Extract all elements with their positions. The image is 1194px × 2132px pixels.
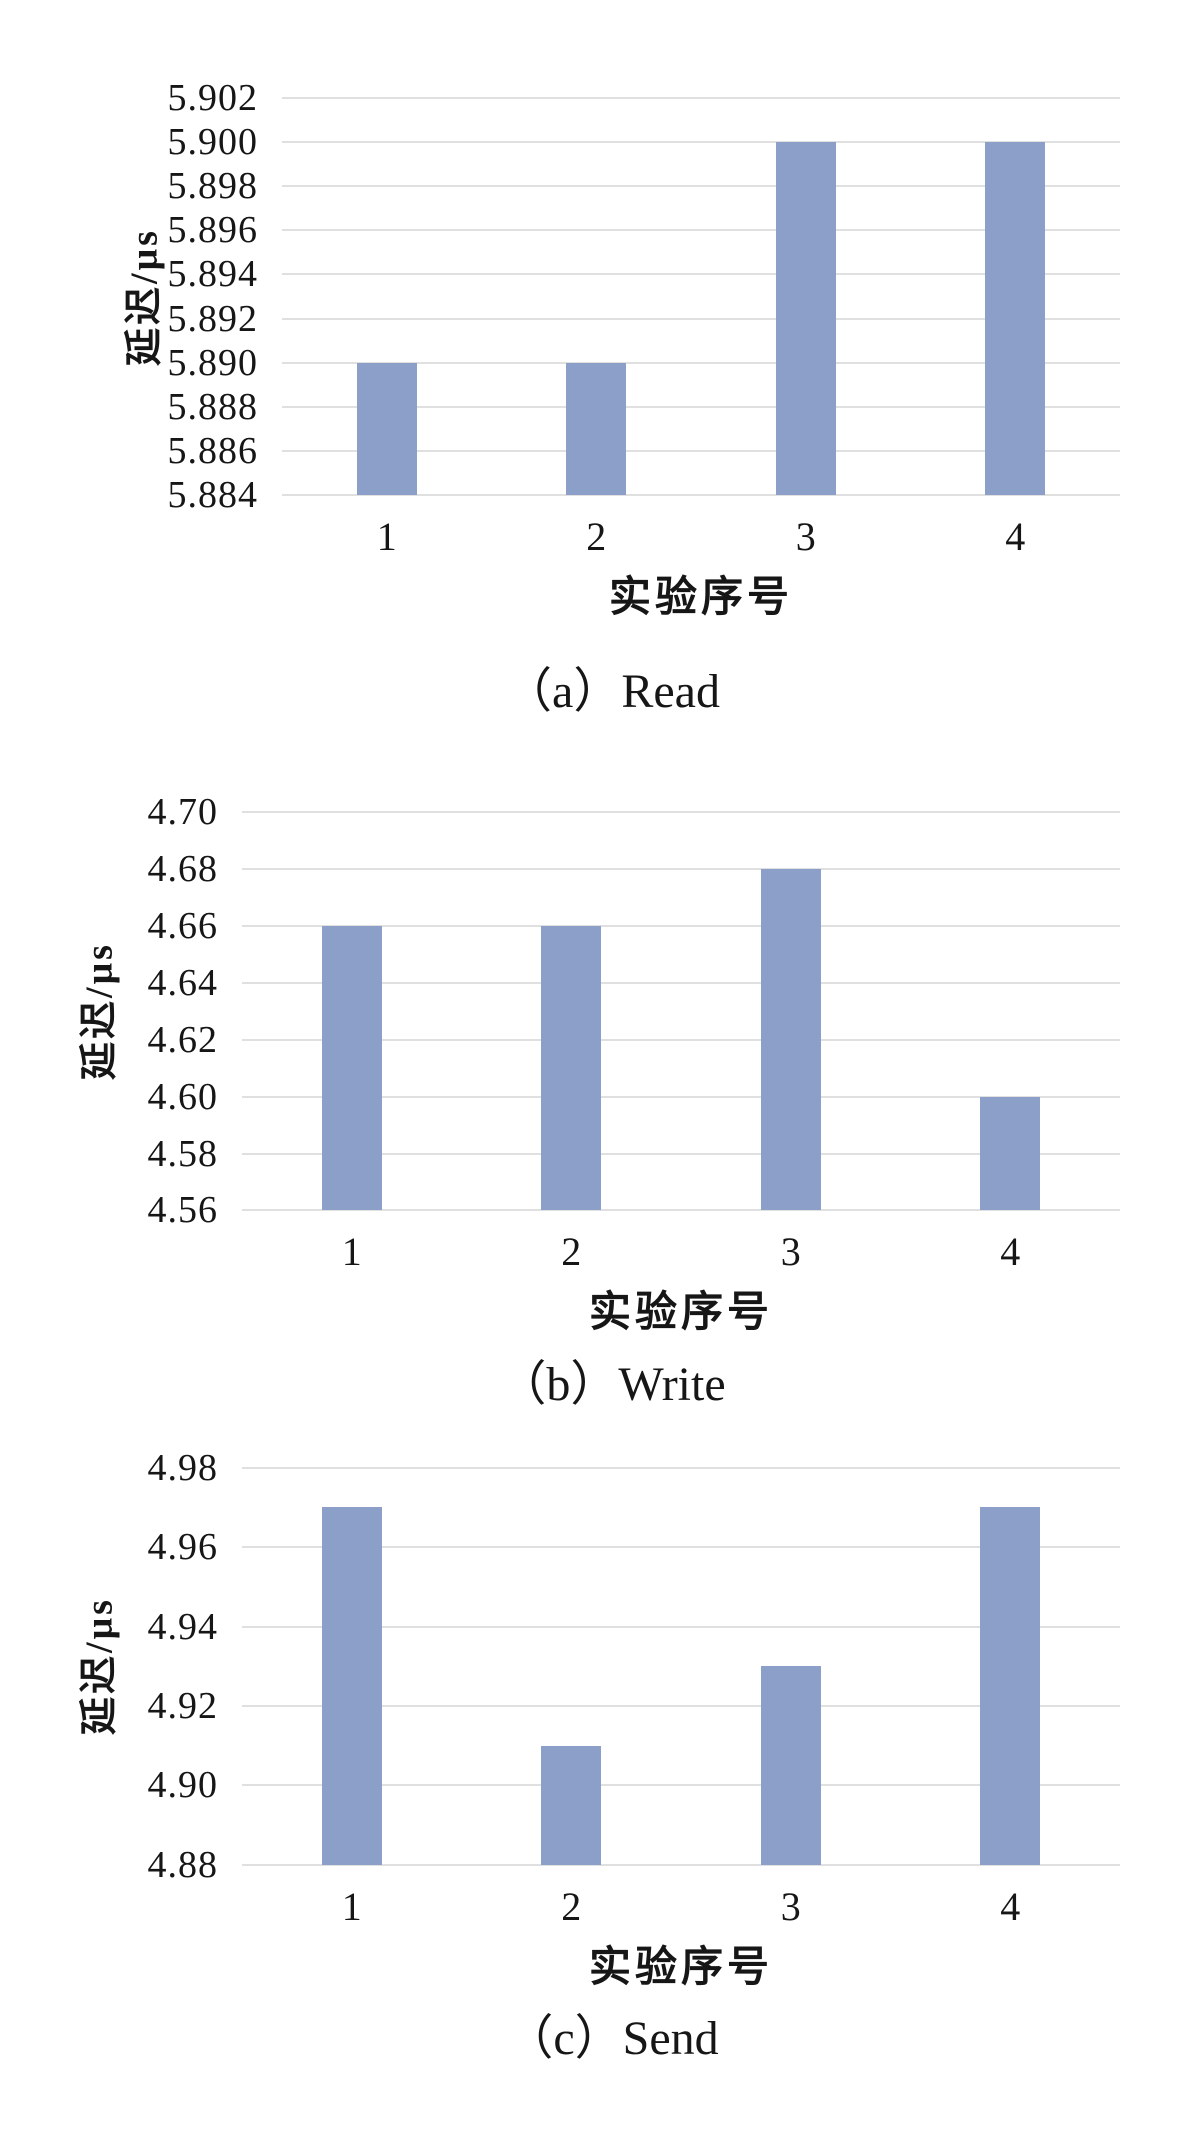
y-tick-label: 4.66	[147, 905, 218, 948]
y-tick-label: 4.96	[147, 1526, 218, 1569]
y-axis-title-column: 延迟/μs	[0, 1468, 121, 1865]
gridline	[282, 185, 1120, 188]
x-axis-tick-labels: 1 2 3 4	[242, 1210, 1120, 1276]
gridline	[242, 981, 1120, 984]
gridline	[242, 1152, 1120, 1155]
y-tick-label: 5.892	[167, 297, 258, 340]
x-tick-label: 2	[586, 514, 607, 559]
x-tick-label: 1	[376, 514, 397, 559]
chart-area-send: 延迟/μs 4.98 4.96 4.94 4.92 4.90 4.88	[0, 1449, 1194, 1884]
y-tick-label: 5.896	[167, 209, 258, 252]
bar-4	[985, 142, 1046, 495]
x-tick-label: 1	[341, 1229, 362, 1275]
x-tick-label: 4	[1000, 1883, 1021, 1929]
gridline	[242, 925, 1120, 928]
gridline	[242, 1095, 1120, 1098]
y-tick-label: 5.898	[167, 165, 258, 208]
y-tick-label: 5.890	[167, 341, 258, 384]
bar-4	[980, 1507, 1041, 1865]
x-tick-label: 3	[780, 1883, 801, 1929]
y-tick-label: 4.98	[147, 1446, 218, 1489]
gridline	[242, 1466, 1120, 1469]
y-axis-tick-labels: 4.98 4.96 4.94 4.92 4.90 4.88	[110, 1449, 218, 1884]
x-axis-title: 实验序号	[588, 1944, 773, 1991]
gridline	[242, 868, 1120, 871]
x-tick-label: 3	[780, 1229, 801, 1275]
x-tick-label: 4	[1005, 514, 1026, 559]
gridline	[242, 1038, 1120, 1041]
x-axis-title: 实验序号	[588, 1290, 773, 1337]
x-tick-label: 1	[341, 1883, 362, 1929]
y-tick-label: 4.94	[147, 1605, 218, 1648]
y-axis-title-column: 延迟/μs	[0, 98, 166, 495]
gridline	[242, 1625, 1120, 1628]
y-tick-label: 5.884	[167, 474, 258, 516]
gridline	[282, 273, 1120, 276]
y-tick-label: 4.62	[147, 1018, 218, 1061]
panel-send: 延迟/μs 4.98 4.96 4.94 4.92 4.90 4.88 1 2 3 4 实验序号…	[0, 1449, 1194, 2072]
bar-1	[321, 1507, 382, 1865]
y-tick-label: 4.88	[147, 1843, 218, 1886]
gridline	[242, 1784, 1120, 1787]
x-axis-title: 实验序号	[608, 575, 793, 621]
y-tick-label: 4.58	[147, 1132, 218, 1175]
plot-area	[242, 811, 1120, 1212]
bar-3	[760, 869, 821, 1211]
gridline	[282, 141, 1120, 144]
bar-3	[760, 1666, 821, 1865]
gridline	[282, 405, 1120, 408]
y-axis-tick-labels: 5.902 5.900 5.898 5.896 5.894 5.892 5.890 5.888…	[110, 79, 258, 514]
bar-2	[566, 362, 627, 495]
chart-area-write: 延迟/μs 4.70 4.68 4.66 4.64 4.62 4.60 4.58 4.56	[0, 793, 1194, 1229]
panel-caption-send: （c）Send	[505, 2012, 719, 2066]
y-tick-label: 5.886	[167, 429, 258, 472]
gridline	[282, 494, 1120, 496]
gridline	[242, 1863, 1120, 1866]
bar-2	[541, 926, 602, 1211]
gridline	[282, 449, 1120, 452]
x-tick-label: 4	[1000, 1229, 1021, 1275]
x-tick-label: 3	[795, 514, 816, 559]
y-tick-label: 4.60	[147, 1075, 218, 1118]
plot-area	[242, 1466, 1120, 1866]
gridline	[282, 229, 1120, 232]
bar-2	[541, 1745, 602, 1865]
gridline	[242, 1209, 1120, 1212]
gridline	[242, 811, 1120, 814]
y-tick-label: 4.68	[147, 848, 218, 891]
panel-read: 延迟/μs 5.902 5.900 5.898 5.896 5.894 5.892 5.89…	[0, 79, 1194, 724]
x-axis-tick-labels: 1 2 3 4	[282, 495, 1120, 561]
y-tick-label: 4.92	[147, 1684, 218, 1727]
bar-1	[356, 362, 417, 495]
bar-1	[321, 926, 382, 1211]
gridline	[242, 1546, 1120, 1549]
y-tick-label: 5.888	[167, 385, 258, 428]
plot-area	[282, 97, 1120, 496]
gridline	[282, 97, 1120, 99]
panel-caption-write: （b）Write	[498, 1357, 726, 1411]
y-tick-label: 4.56	[147, 1189, 218, 1232]
gridline	[282, 317, 1120, 320]
y-tick-label: 4.70	[147, 791, 218, 834]
y-tick-label: 5.894	[167, 253, 258, 296]
x-tick-label: 2	[561, 1229, 582, 1275]
y-tick-label: 5.900	[167, 121, 258, 164]
y-tick-label: 4.64	[147, 961, 218, 1004]
x-axis-tick-labels: 1 2 3 4	[242, 1865, 1120, 1931]
y-axis-title-column: 延迟/μs	[0, 812, 121, 1210]
panel-caption-read: （a）Read	[504, 664, 720, 718]
bar-4	[980, 1096, 1041, 1211]
y-tick-label: 5.902	[167, 77, 258, 119]
chart-area-read: 延迟/μs 5.902 5.900 5.898 5.896 5.894 5.892 5.89…	[0, 79, 1194, 514]
gridline	[282, 361, 1120, 364]
x-tick-label: 2	[561, 1883, 582, 1929]
y-axis-tick-labels: 4.70 4.68 4.66 4.64 4.62 4.60 4.58 4.56	[110, 793, 218, 1229]
gridline	[242, 1704, 1120, 1707]
y-tick-label: 4.90	[147, 1764, 218, 1807]
bar-3	[775, 142, 836, 495]
figure: 延迟/μs 5.902 5.900 5.898 5.896 5.894 5.892 5.89…	[0, 79, 1194, 2072]
panel-write: 延迟/μs 4.70 4.68 4.66 4.64 4.62 4.60 4.58 4.56 1…	[0, 793, 1194, 1417]
